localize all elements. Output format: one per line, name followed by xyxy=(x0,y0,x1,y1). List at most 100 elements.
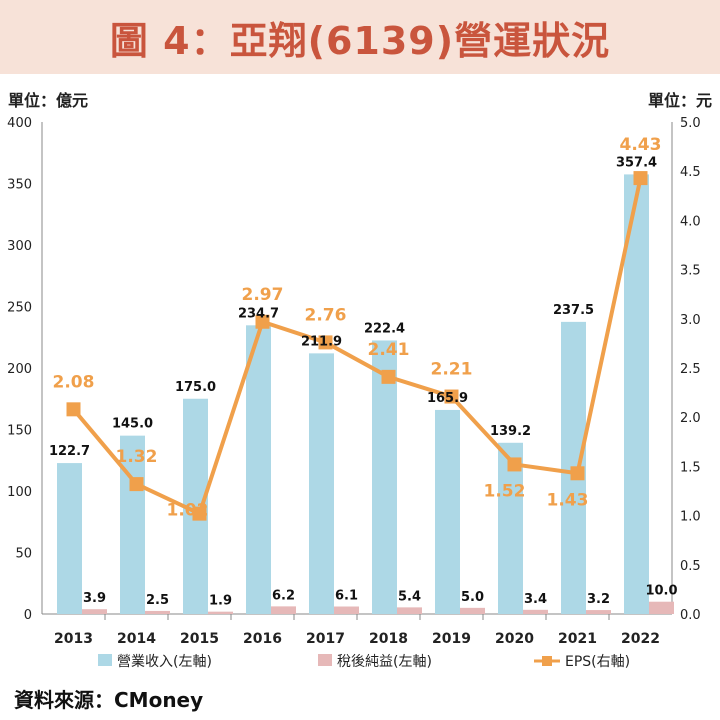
left-tick-label: 0 xyxy=(24,608,32,623)
title-band: 圖 4：亞翔(6139)營運狀況 xyxy=(0,0,720,74)
right-tick-label: 3.5 xyxy=(680,264,701,279)
x-tick-label: 2022 xyxy=(621,631,660,647)
revenue-data-label: 237.5 xyxy=(553,303,594,318)
revenue-data-label: 139.2 xyxy=(490,424,531,439)
eps-marker xyxy=(255,314,270,329)
net-income-data-label: 6.1 xyxy=(335,588,358,603)
net-income-bar xyxy=(523,609,548,614)
x-tick-label: 2016 xyxy=(243,631,282,647)
eps-data-label: 2.08 xyxy=(53,372,95,392)
left-tick-label: 100 xyxy=(7,485,32,500)
right-tick-label: 1.5 xyxy=(680,460,701,475)
x-tick-label: 2021 xyxy=(558,631,597,647)
eps-data-label: 4.43 xyxy=(620,135,662,155)
revenue-bar xyxy=(372,340,397,614)
net-income-data-label: 6.2 xyxy=(272,588,295,603)
net-income-data-label: 2.5 xyxy=(146,593,169,608)
eps-marker xyxy=(444,389,459,404)
eps-data-label: 2.41 xyxy=(368,340,410,360)
net-income-data-label: 3.4 xyxy=(524,592,547,607)
revenue-bar xyxy=(624,174,649,614)
revenue-bar xyxy=(246,325,271,614)
net-income-bar xyxy=(82,609,107,614)
legend-net-income-swatch xyxy=(318,654,332,666)
right-tick-label: 1.0 xyxy=(680,510,701,525)
right-tick-label: 4.5 xyxy=(680,165,701,180)
net-income-bar xyxy=(460,607,485,614)
right-tick-label: 5.0 xyxy=(680,116,701,131)
left-tick-label: 400 xyxy=(7,116,32,131)
right-tick-label: 2.0 xyxy=(680,411,701,426)
x-tick-label: 2018 xyxy=(369,631,408,647)
x-tick-label: 2019 xyxy=(432,631,471,647)
net-income-data-label: 3.2 xyxy=(587,592,610,607)
revenue-bar xyxy=(435,409,460,614)
right-tick-label: 2.5 xyxy=(680,362,701,377)
left-tick-label: 300 xyxy=(7,239,32,254)
eps-marker xyxy=(66,402,81,417)
eps-data-label: 1.02 xyxy=(167,501,209,521)
left-tick-label: 50 xyxy=(15,547,32,562)
left-tick-label: 250 xyxy=(7,301,32,316)
eps-marker xyxy=(192,506,207,521)
revenue-data-label: 357.4 xyxy=(616,155,657,170)
eps-marker xyxy=(381,369,396,384)
revenue-data-label: 165.9 xyxy=(427,391,468,406)
eps-data-label: 1.32 xyxy=(116,447,158,467)
net-income-bar xyxy=(208,611,233,614)
eps-marker xyxy=(129,477,144,492)
x-tick-label: 2015 xyxy=(180,631,219,647)
chart-title: 圖 4：亞翔(6139)營運狀況 xyxy=(109,18,611,63)
net-income-bar xyxy=(334,606,359,614)
left-tick-label: 350 xyxy=(7,178,32,193)
x-tick-label: 2013 xyxy=(54,631,93,647)
eps-marker xyxy=(507,457,522,472)
eps-line xyxy=(71,177,643,516)
eps-data-label: 2.97 xyxy=(242,285,284,305)
x-tick-label: 2014 xyxy=(117,631,156,647)
x-tick-label: 2020 xyxy=(495,631,534,647)
left-axis-unit: 單位：億元 xyxy=(8,91,89,110)
right-tick-label: 0.5 xyxy=(680,559,701,574)
net-income-data-label: 5.0 xyxy=(461,590,484,605)
legend-eps-label: EPS(右軸) xyxy=(565,654,630,670)
right-axis-unit: 單位：元 xyxy=(647,91,712,110)
net-income-data-label: 1.9 xyxy=(209,594,232,609)
revenue-bar xyxy=(309,353,334,614)
revenue-data-label: 211.9 xyxy=(301,334,342,349)
net-income-bar xyxy=(586,610,611,614)
eps-data-label: 1.43 xyxy=(547,490,589,510)
right-tick-label: 3.0 xyxy=(680,313,701,328)
revenue-bar xyxy=(120,435,145,614)
right-tick-label: 4.0 xyxy=(680,214,701,229)
net-income-data-label: 10.0 xyxy=(645,584,677,599)
x-tick-label: 2017 xyxy=(306,631,345,647)
source-note: 資料來源：CMoney xyxy=(14,688,204,712)
eps-marker xyxy=(570,466,585,481)
eps-data-label: 2.76 xyxy=(305,305,347,325)
legend-revenue-swatch xyxy=(98,654,112,666)
net-income-bar xyxy=(397,607,422,614)
eps-data-label: 1.52 xyxy=(484,481,526,501)
left-tick-label: 200 xyxy=(7,362,32,377)
legend-eps-swatch-marker xyxy=(542,656,552,666)
revenue-data-label: 122.7 xyxy=(49,444,90,459)
eps-marker xyxy=(318,335,333,350)
legend-revenue-label: 營業收入(左軸) xyxy=(117,654,212,670)
right-tick-label: 0.0 xyxy=(680,608,701,623)
net-income-data-label: 5.4 xyxy=(398,589,421,604)
revenue-bar xyxy=(57,463,82,614)
net-income-data-label: 3.9 xyxy=(83,591,106,606)
eps-marker xyxy=(633,171,648,186)
revenue-data-label: 222.4 xyxy=(364,321,405,336)
revenue-data-label: 175.0 xyxy=(175,380,216,395)
revenue-data-label: 234.7 xyxy=(238,306,279,321)
net-income-bar xyxy=(271,606,296,614)
legend-net-income-label: 稅後純益(左軸) xyxy=(337,654,432,670)
net-income-bar xyxy=(145,610,170,614)
revenue-data-label: 145.0 xyxy=(112,417,153,432)
net-income-bar xyxy=(649,601,674,614)
left-tick-label: 150 xyxy=(7,424,32,439)
eps-data-label: 2.21 xyxy=(431,360,473,380)
